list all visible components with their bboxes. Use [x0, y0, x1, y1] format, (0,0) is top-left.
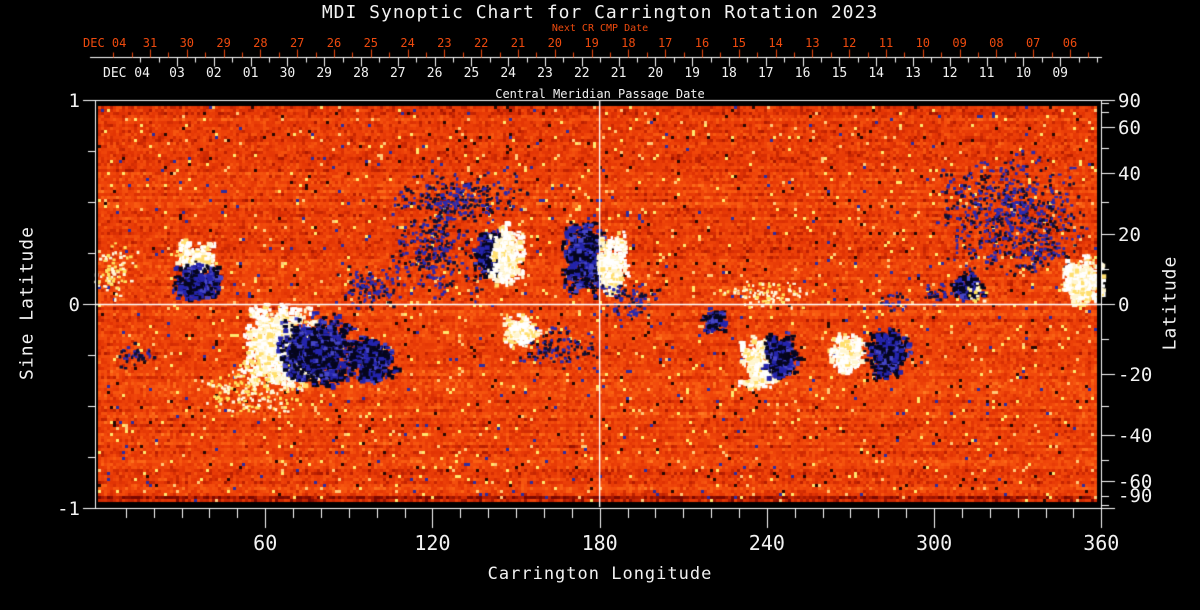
cmp-day-label: 17	[757, 66, 774, 81]
cmp-day-label: 18	[721, 66, 737, 81]
cmp-day-label: 01	[242, 66, 259, 81]
sine-latitude-tick-label: 0	[68, 294, 80, 316]
cmp-day-label: 26	[426, 66, 443, 81]
next-cr-day-label: 08	[989, 36, 1004, 50]
next-cr-day-label: 06	[1062, 36, 1078, 50]
next-cr-day-label: 29	[216, 36, 231, 50]
next-cr-day-label: 12	[841, 36, 857, 50]
next-cr-day-label: 27	[289, 36, 305, 50]
next-cr-day-label: 30	[179, 36, 195, 50]
cmp-day-label: 10	[1015, 66, 1032, 81]
cmp-day-label: 12	[941, 66, 958, 81]
next-cr-day-label: 09	[952, 36, 967, 50]
next-cr-day-label: 24	[400, 36, 415, 50]
latitude-tick-label: -60	[1118, 470, 1153, 493]
cmp-axis-title: Central Meridian Passage Date	[495, 87, 705, 101]
cmp-day-label: 03	[169, 66, 185, 81]
cmp-day-label: 20	[647, 66, 664, 81]
cmp-day-label: 21	[610, 66, 627, 81]
latitude-tick-label: 40	[1118, 162, 1141, 185]
longitude-tick-label: 120	[414, 531, 451, 555]
cmp-day-label: 23	[537, 66, 553, 81]
next-cr-day-label: 21	[510, 36, 526, 50]
sine-latitude-tick-label: -1	[57, 498, 80, 520]
next-cr-day-label: 26	[326, 36, 342, 50]
cmp-day-label: 16	[794, 66, 811, 81]
next-cr-month-label: DEC 04	[83, 36, 127, 50]
next-cr-day-label: 11	[878, 36, 894, 50]
cmp-day-label: 19	[684, 66, 701, 81]
next-cr-day-label: 17	[657, 36, 673, 50]
cmp-day-label: 15	[831, 66, 848, 81]
latitude-tick-label: 20	[1118, 224, 1141, 247]
x-axis-title: Carrington Longitude	[487, 564, 713, 584]
next-cr-day-label: 14	[768, 36, 783, 50]
cmp-day-label: 29	[316, 66, 333, 81]
cmp-month-label: DEC 04	[103, 66, 150, 81]
cmp-day-label: 27	[389, 66, 406, 81]
cmp-day-label: 28	[353, 66, 369, 81]
next-cr-day-label: 10	[915, 36, 931, 50]
cmp-day-label: 24	[500, 66, 517, 81]
sine-latitude-tick-label: 1	[68, 90, 80, 112]
next-cr-day-label: 07	[1025, 36, 1041, 50]
chart-title: MDI Synoptic Chart for Carrington Rotati…	[321, 2, 879, 23]
next-cr-day-label: 23	[437, 36, 452, 50]
longitude-tick-label: 60	[253, 531, 278, 555]
next-cr-day-label: 28	[253, 36, 268, 50]
latitude-tick-label: 60	[1118, 117, 1141, 140]
next-cr-day-label: 15	[731, 36, 747, 50]
cmp-day-label: 30	[279, 66, 296, 81]
next-cr-day-label: 19	[584, 36, 599, 50]
latitude-tick-label: 0	[1118, 294, 1130, 316]
cmp-day-label: 13	[905, 66, 921, 81]
next-cr-day-label: 20	[547, 36, 563, 50]
latitude-tick-label: 90	[1118, 90, 1141, 112]
next-cr-day-label: 31	[142, 36, 158, 50]
cmp-day-label: 09	[1052, 66, 1069, 81]
cmp-day-label: 02	[205, 66, 222, 81]
next-cr-cmp-date-label: Next CR CMP Date	[551, 23, 649, 34]
next-cr-day-label: 13	[805, 36, 820, 50]
longitude-tick-label: 240	[748, 531, 785, 555]
next-cr-day-label: 25	[363, 36, 379, 50]
longitude-tick-label: 360	[1083, 531, 1120, 555]
next-cr-day-label: 18	[621, 36, 636, 50]
latitude-tick-label: -20	[1118, 363, 1153, 386]
cmp-day-label: 22	[573, 66, 590, 81]
longitude-tick-label: 300	[916, 531, 953, 555]
cmp-day-label: 25	[463, 66, 480, 81]
cmp-day-label: 11	[978, 66, 995, 81]
latitude-tick-label: -90	[1118, 485, 1153, 507]
next-cr-day-label: 22	[473, 36, 489, 50]
cmp-day-label: 14	[868, 66, 885, 81]
next-cr-day-label: 16	[694, 36, 710, 50]
longitude-tick-label: 180	[581, 531, 618, 555]
latitude-tick-label: -40	[1118, 425, 1153, 448]
y-axis-title-right: Latitude	[1159, 255, 1181, 351]
